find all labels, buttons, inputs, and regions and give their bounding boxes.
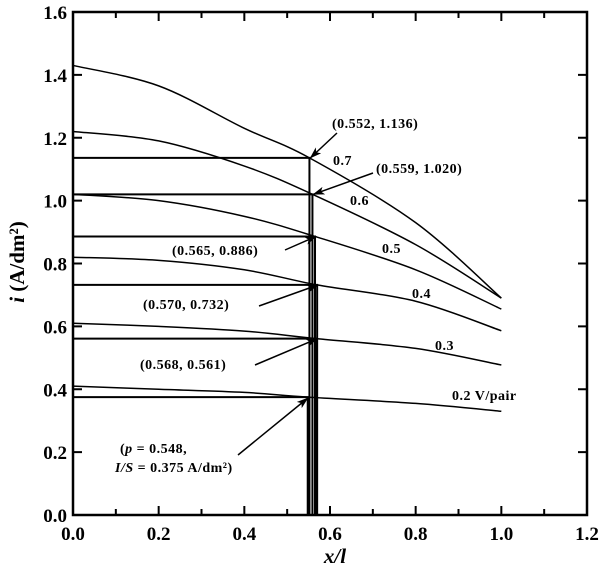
series-line (72, 256, 502, 332)
label-part: = 0.548, (133, 442, 187, 457)
label-part: = 0.375 A/dm²) (134, 461, 233, 476)
y-axis-title-units: (A/dm²) (5, 221, 29, 297)
x-tick-label: 0.0 (61, 524, 85, 545)
point-label: (0.552, 1.136) (332, 117, 418, 132)
x-tick-label: 0.4 (232, 524, 256, 545)
point-label: (0.559, 1.020) (376, 162, 462, 177)
series-label: 0.2 V/pair (452, 389, 517, 404)
y-tick-label: 0.0 (43, 506, 67, 527)
x-tick-label: 0.8 (404, 524, 428, 545)
x-tick-label: 1.0 (489, 524, 513, 545)
series-label: 0.4 (412, 287, 431, 302)
label-part: I/S (114, 461, 134, 476)
series-line (72, 130, 502, 299)
y-tick-label: 1.2 (43, 129, 67, 150)
annotation-arrow (258, 284, 320, 307)
x-tick-label: 1.2 (575, 524, 599, 545)
y-axis-title: i (A/dm²) (5, 221, 29, 303)
label-part: ( (120, 442, 125, 457)
label-part: p (124, 442, 133, 457)
x-tick-label: 0.2 (147, 524, 171, 545)
plot-frame (71, 10, 589, 517)
point-label-line2: I/S = 0.375 A/dm²) (114, 461, 233, 476)
series-label: 0.6 (350, 194, 369, 209)
y-tick-label: 0.8 (43, 255, 67, 276)
x-tick-label: 0.6 (318, 524, 342, 545)
y-tick-label: 1.0 (43, 192, 67, 213)
point-label: (0.565, 0.886) (172, 244, 258, 259)
y-tick-label: 0.4 (43, 380, 67, 401)
guide-line (73, 396, 309, 515)
annotation-arrow (237, 397, 309, 456)
x-axis-title: x/l (323, 544, 346, 568)
annotation-arrow (284, 235, 317, 251)
y-tick-label: 0.6 (43, 317, 67, 338)
point-label-line1: (p = 0.548, (120, 442, 187, 457)
series-label: 0.3 (435, 339, 454, 354)
point-label: (0.570, 0.732) (143, 298, 229, 313)
guide-line (73, 283, 319, 515)
series-line (72, 193, 502, 310)
y-axis-title-symbol: i (5, 297, 29, 303)
annotation-arrow (312, 172, 374, 196)
series-label: 0.5 (382, 242, 401, 257)
y-tick-label: 0.2 (43, 443, 67, 464)
y-tick-label: 1.6 (43, 3, 67, 24)
annotation-arrow (254, 337, 319, 366)
point-label: (0.568, 0.561) (140, 358, 226, 373)
annotation-arrow (309, 132, 338, 159)
series-line (72, 64, 502, 299)
y-tick-label: 1.4 (43, 66, 67, 87)
series-line (72, 322, 502, 366)
series-label: 0.7 (333, 154, 352, 169)
series-line (72, 385, 502, 413)
